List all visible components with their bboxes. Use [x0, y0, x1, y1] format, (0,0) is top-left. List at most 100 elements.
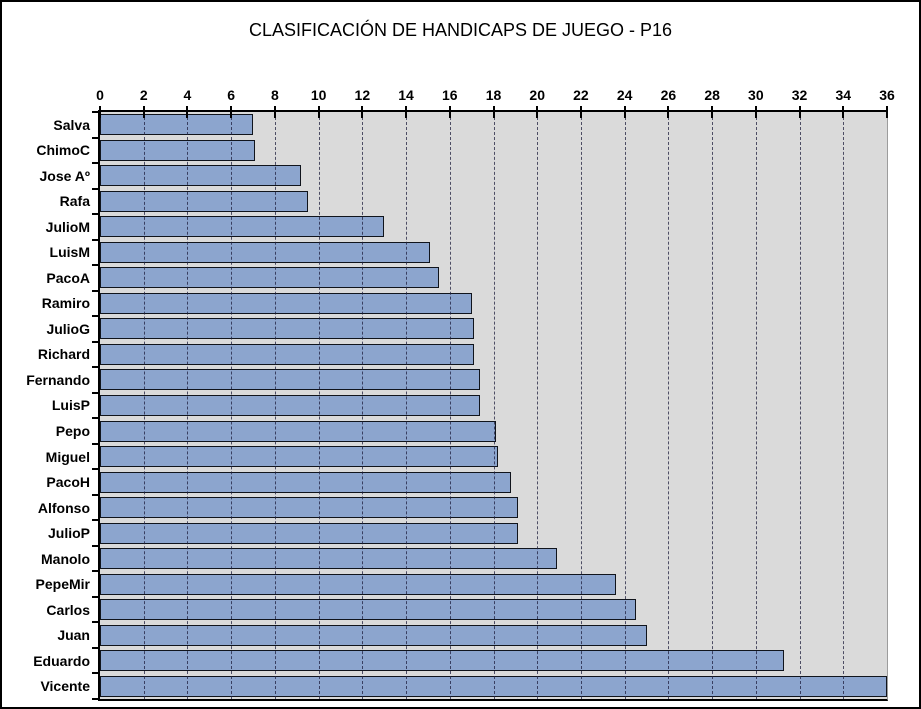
y-tick-mark-18	[92, 570, 100, 573]
gridline-20	[537, 112, 539, 699]
x-tick-label-4: 4	[183, 87, 192, 103]
category-label-luisp: LuisP	[51, 397, 90, 414]
gridline-30	[755, 112, 757, 699]
x-tick-label-30: 30	[748, 87, 764, 103]
gridline-6	[231, 112, 233, 699]
x-tick-label-12: 12	[354, 87, 371, 103]
x-tick-label-28: 28	[704, 87, 720, 103]
x-tick-mark-36	[886, 106, 888, 118]
x-tick-mark-10	[317, 106, 320, 118]
x-tick-label-24: 24	[616, 87, 633, 103]
x-tick-label-10: 10	[310, 87, 327, 103]
bar-pepemir	[100, 573, 616, 595]
bar-richard	[100, 343, 474, 365]
bar-pacoh	[100, 471, 511, 493]
y-tick-mark-22	[92, 672, 100, 675]
x-tick-label-26: 26	[660, 87, 677, 103]
category-label-pepo: Pepo	[55, 423, 90, 439]
x-tick-mark-8	[273, 106, 276, 118]
x-tick-label-22: 22	[573, 87, 589, 103]
category-label-fernando: Fernando	[26, 371, 90, 388]
y-tick-mark-9	[92, 340, 100, 343]
x-tick-label-36: 36	[879, 87, 895, 103]
bar-luisp	[100, 395, 481, 416]
category-label-josea: Jose Aº	[39, 167, 90, 184]
category-label-rafa: Rafa	[59, 193, 90, 210]
bar-rafa	[100, 190, 308, 212]
x-tick-mark-0	[99, 106, 101, 118]
x-tick-label-16: 16	[441, 87, 458, 103]
y-tick-mark-17	[92, 544, 100, 547]
x-tick-mark-28	[711, 106, 714, 118]
category-label-pepemir: PepeMir	[35, 576, 90, 593]
bar-fernando	[100, 369, 481, 391]
x-tick-mark-4	[186, 106, 189, 118]
bar-juan	[100, 624, 647, 646]
y-tick-mark-14	[92, 468, 100, 471]
gridline-4	[187, 112, 189, 699]
x-tick-label-18: 18	[485, 87, 502, 103]
y-tick-mark-1	[92, 136, 100, 139]
y-tick-mark-15	[92, 493, 100, 496]
category-label-vicente: Vicente	[40, 678, 90, 695]
x-tick-mark-24	[623, 106, 626, 118]
gridline-8	[274, 112, 276, 699]
bar-salva	[100, 114, 254, 136]
gridline-26	[668, 112, 670, 699]
category-label-miguel: Miguel	[45, 448, 90, 465]
x-tick-mark-14	[405, 106, 408, 118]
gridline-18	[493, 112, 495, 699]
y-tick-mark-10	[92, 366, 100, 369]
x-tick-label-14: 14	[398, 87, 414, 103]
x-tick-label-0: 0	[96, 87, 104, 103]
category-label-alfonso: Alfonso	[37, 499, 90, 516]
category-label-juliop: JulioP	[47, 525, 90, 542]
category-label-luism: LuisM	[49, 244, 90, 261]
x-tick-mark-22	[579, 106, 582, 118]
bar-josea	[100, 165, 302, 187]
category-label-richard: Richard	[37, 346, 90, 363]
category-label-juliom: JulioM	[45, 218, 90, 235]
category-label-carlos: Carlos	[46, 601, 90, 618]
y-tick-mark-21	[92, 646, 100, 649]
bar-manolo	[100, 548, 557, 570]
gridline-2	[143, 112, 145, 699]
gridline-22	[580, 112, 582, 699]
gridline-32	[799, 112, 801, 699]
x-tick-label-6: 6	[227, 87, 236, 103]
gridline-14	[406, 112, 408, 699]
category-label-eduardo: Eduardo	[33, 652, 90, 669]
x-tick-mark-18	[492, 106, 495, 118]
y-tick-mark-11	[92, 391, 100, 394]
y-tick-mark-19	[92, 595, 100, 598]
bar-juliog	[100, 318, 474, 340]
gridline-10	[318, 112, 320, 699]
bar-juliom	[100, 216, 385, 238]
gridline-12	[362, 112, 364, 699]
bar-chimoc	[100, 139, 256, 161]
y-tick-mark-8	[92, 315, 100, 318]
x-tick-mark-16	[448, 106, 451, 118]
category-label-chimoc: ChimoC	[36, 142, 90, 159]
bar-eduardo	[100, 650, 785, 672]
y-tick-mark-13	[92, 442, 100, 445]
x-tick-label-20: 20	[529, 87, 545, 103]
x-tick-mark-12	[361, 106, 364, 118]
x-tick-mark-6	[230, 106, 233, 118]
x-tick-mark-26	[667, 106, 670, 118]
y-tick-mark-3	[92, 187, 100, 190]
category-label-juan: Juan	[57, 627, 90, 644]
gridline-24	[624, 112, 626, 699]
category-label-juliog: JulioG	[46, 320, 90, 337]
x-tick-mark-34	[842, 106, 845, 118]
y-tick-mark-4	[92, 213, 100, 216]
y-tick-mark-7	[92, 289, 100, 292]
gridline-16	[449, 112, 451, 699]
x-tick-label-2: 2	[139, 87, 148, 103]
y-tick-mark-6	[92, 264, 100, 267]
bar-luism	[100, 241, 431, 263]
bar-juliop	[100, 522, 518, 544]
x-tick-label-8: 8	[270, 87, 279, 103]
bar-carlos	[100, 599, 636, 621]
